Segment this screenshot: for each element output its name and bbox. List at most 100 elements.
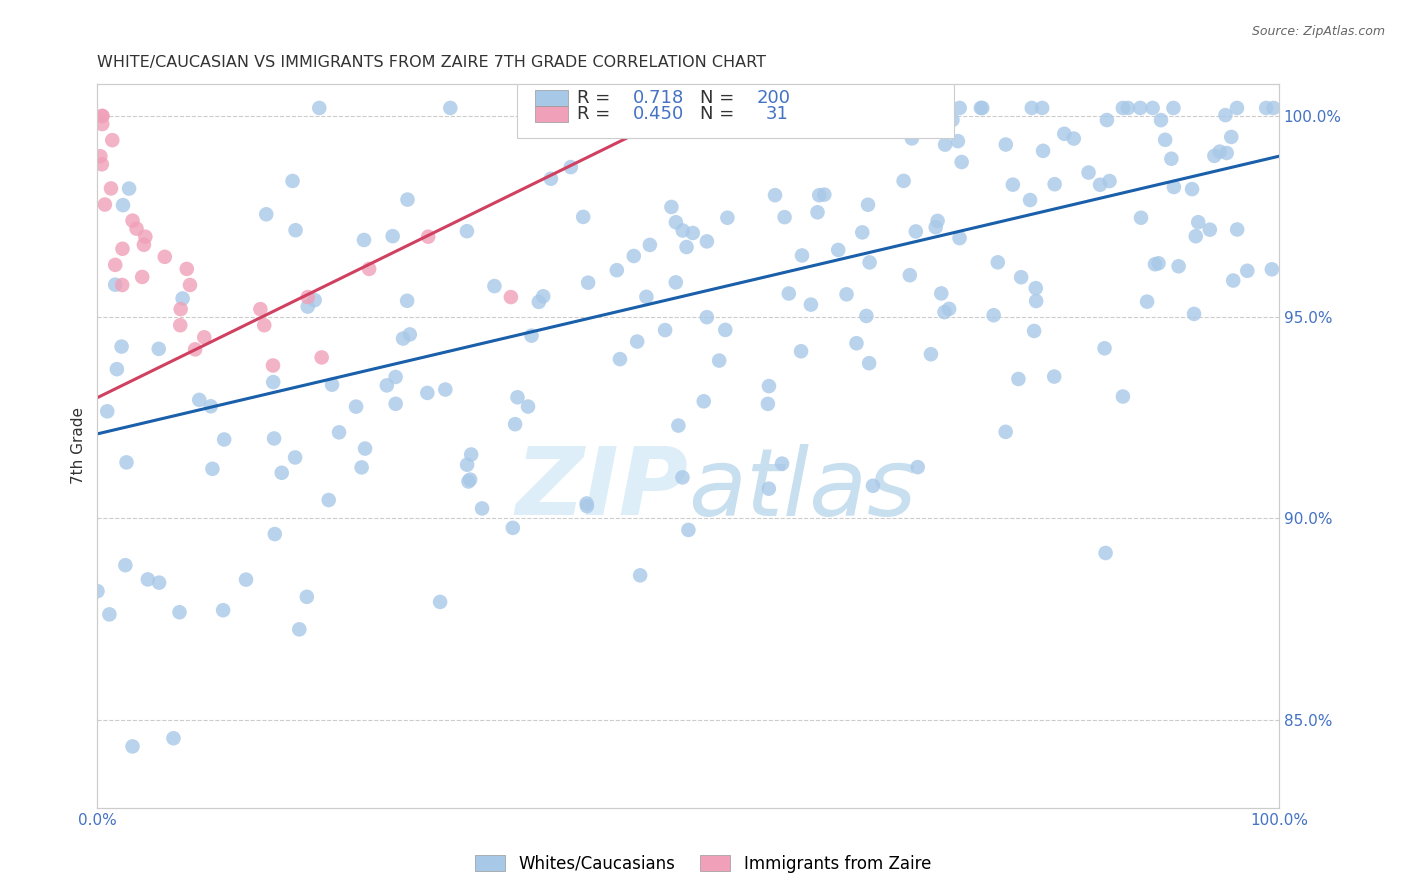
Point xyxy=(1182,307,1205,321)
Point xyxy=(375,378,398,392)
Point xyxy=(835,287,858,301)
Point xyxy=(862,479,884,493)
Point xyxy=(1129,101,1152,115)
Point xyxy=(1209,145,1232,159)
Point xyxy=(121,213,143,227)
Point xyxy=(1220,130,1243,145)
Point xyxy=(898,268,921,283)
Point xyxy=(941,112,963,127)
Point xyxy=(1163,101,1185,115)
Point xyxy=(311,351,333,365)
Point xyxy=(118,181,141,195)
Point xyxy=(201,462,224,476)
Text: R =: R = xyxy=(576,88,616,106)
Point xyxy=(284,450,307,465)
Point xyxy=(193,330,215,344)
Point xyxy=(94,197,117,211)
Point xyxy=(987,255,1010,269)
Point xyxy=(125,221,148,235)
Point xyxy=(384,370,406,384)
Point xyxy=(439,101,461,115)
Point xyxy=(434,383,457,397)
Point xyxy=(858,356,880,370)
Point xyxy=(1143,257,1166,271)
Point xyxy=(858,255,880,269)
Point xyxy=(682,226,704,240)
Text: Source: ZipAtlas.com: Source: ZipAtlas.com xyxy=(1251,25,1385,38)
Point xyxy=(1215,146,1237,161)
Point xyxy=(1032,144,1054,158)
Point xyxy=(1215,108,1237,122)
Point xyxy=(235,573,257,587)
Point xyxy=(606,263,628,277)
Point xyxy=(288,623,311,637)
Point xyxy=(212,603,235,617)
Point xyxy=(806,205,828,219)
Point xyxy=(456,224,478,238)
Point xyxy=(328,425,350,440)
Point xyxy=(96,404,118,418)
Point xyxy=(284,223,307,237)
Point xyxy=(1098,174,1121,188)
Point xyxy=(994,425,1017,439)
Point xyxy=(520,328,543,343)
Point xyxy=(110,340,132,354)
Point xyxy=(1136,294,1159,309)
Point xyxy=(253,318,276,333)
Point xyxy=(263,432,285,446)
Point xyxy=(1226,222,1249,236)
Point xyxy=(716,211,738,225)
Point xyxy=(104,258,127,272)
Point xyxy=(893,174,915,188)
Text: WHITE/CAUCASIAN VS IMMIGRANTS FROM ZAIRE 7TH GRADE CORRELATION CHART: WHITE/CAUCASIAN VS IMMIGRANTS FROM ZAIRE… xyxy=(97,55,766,70)
FancyBboxPatch shape xyxy=(517,70,955,138)
Point xyxy=(100,181,122,195)
Text: ZIP: ZIP xyxy=(515,443,688,535)
Point xyxy=(560,160,582,174)
Point xyxy=(707,353,730,368)
Point xyxy=(575,499,598,513)
Point xyxy=(270,466,292,480)
Point xyxy=(972,101,994,115)
Point xyxy=(671,470,693,484)
Point xyxy=(1019,193,1042,207)
Text: 200: 200 xyxy=(756,88,790,106)
Point xyxy=(297,290,319,304)
Point xyxy=(1142,101,1164,115)
Point xyxy=(104,277,127,292)
Point xyxy=(396,193,419,207)
Point xyxy=(121,739,143,754)
Point xyxy=(790,248,813,262)
Point xyxy=(1154,133,1177,147)
Point xyxy=(471,501,494,516)
Point xyxy=(418,229,440,244)
Point xyxy=(396,293,419,308)
Point xyxy=(384,397,406,411)
Point xyxy=(851,226,873,240)
Point xyxy=(131,269,153,284)
Text: 31: 31 xyxy=(766,105,789,123)
Point xyxy=(212,433,235,447)
Y-axis label: 7th Grade: 7th Grade xyxy=(72,408,86,484)
Point xyxy=(1184,229,1206,244)
Point xyxy=(1094,341,1116,355)
Bar xyxy=(534,89,568,105)
Point xyxy=(808,188,831,202)
Point xyxy=(169,302,191,317)
Point xyxy=(1116,101,1139,115)
Point xyxy=(636,290,658,304)
Text: N =: N = xyxy=(700,88,740,106)
Point xyxy=(1053,127,1076,141)
Point xyxy=(184,343,207,357)
Point xyxy=(200,399,222,413)
Point xyxy=(949,101,972,115)
Point xyxy=(572,210,595,224)
Point xyxy=(1163,180,1185,194)
Point xyxy=(111,198,134,212)
Point xyxy=(114,558,136,573)
Point xyxy=(845,336,868,351)
Point xyxy=(623,249,645,263)
Point xyxy=(134,229,156,244)
Point xyxy=(575,496,598,510)
Legend: Whites/Caucasians, Immigrants from Zaire: Whites/Caucasians, Immigrants from Zaire xyxy=(468,848,938,880)
